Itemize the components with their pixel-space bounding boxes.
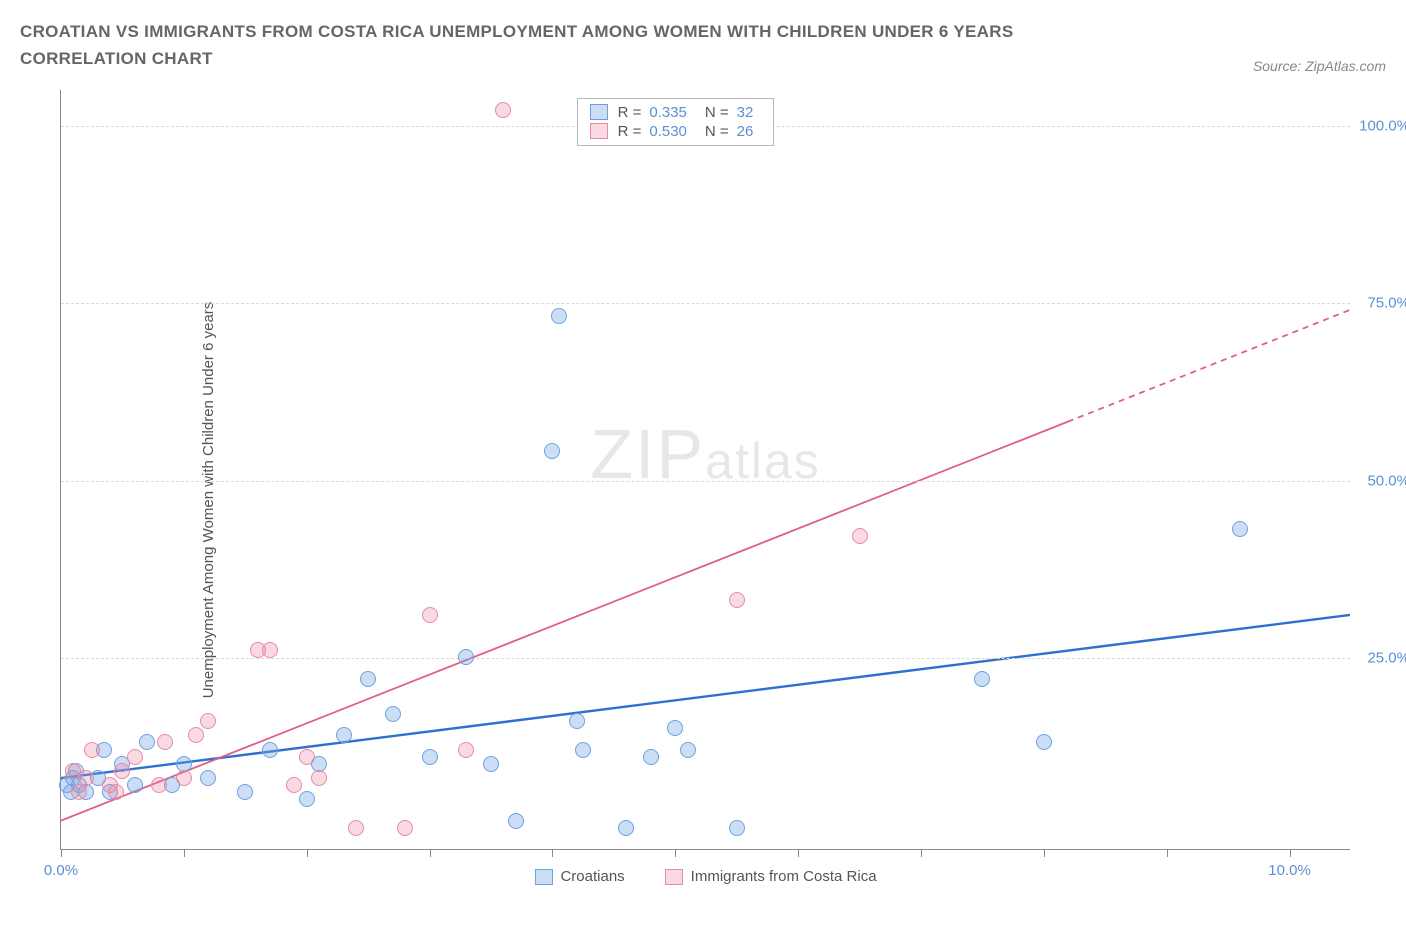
data-point <box>422 749 438 765</box>
data-point <box>643 749 659 765</box>
legend-r-key: R = <box>618 104 642 121</box>
chart-title: CROATIAN VS IMMIGRANTS FROM COSTA RICA U… <box>20 18 1120 72</box>
data-point <box>176 770 192 786</box>
data-point <box>336 727 352 743</box>
data-point <box>157 734 173 750</box>
legend-swatch <box>665 869 683 885</box>
data-point <box>151 777 167 793</box>
legend-r-value: 0.530 <box>649 123 687 140</box>
data-point <box>458 649 474 665</box>
legend-n-value: 32 <box>737 104 754 121</box>
data-point <box>348 820 364 836</box>
legend-item: Croatians <box>534 868 624 885</box>
x-tick <box>1044 849 1045 857</box>
data-point <box>974 671 990 687</box>
watermark: ZIPatlas <box>590 414 821 494</box>
data-point <box>385 706 401 722</box>
data-point <box>422 607 438 623</box>
data-point <box>139 734 155 750</box>
y-tick-label: 100.0% <box>1355 117 1406 134</box>
grid-line <box>61 658 1350 659</box>
data-point <box>84 742 100 758</box>
data-point <box>483 756 499 772</box>
trend-lines <box>61 90 1350 849</box>
data-point <box>108 784 124 800</box>
y-tick-label: 25.0% <box>1355 650 1406 667</box>
legend-label: Immigrants from Costa Rica <box>691 868 877 885</box>
legend-r-key: R = <box>618 123 642 140</box>
data-point <box>188 727 204 743</box>
data-point <box>299 749 315 765</box>
plot-area: ZIPatlas 25.0%50.0%75.0%100.0%0.0%10.0%R… <box>60 90 1350 850</box>
source-label: Source: ZipAtlas.com <box>1253 58 1386 74</box>
x-tick <box>184 849 185 857</box>
data-point <box>262 642 278 658</box>
data-point <box>458 742 474 758</box>
data-point <box>852 528 868 544</box>
data-point <box>569 713 585 729</box>
x-tick <box>675 849 676 857</box>
x-tick-label: 10.0% <box>1268 862 1311 879</box>
data-point <box>667 720 683 736</box>
x-tick <box>1290 849 1291 857</box>
data-point <box>1232 521 1248 537</box>
data-point <box>114 763 130 779</box>
data-point <box>127 749 143 765</box>
x-tick <box>552 849 553 857</box>
legend-item: Immigrants from Costa Rica <box>665 868 877 885</box>
data-point <box>544 443 560 459</box>
x-tick-label: 0.0% <box>44 862 78 879</box>
legend-n-value: 26 <box>737 123 754 140</box>
x-tick <box>798 849 799 857</box>
data-point <box>127 777 143 793</box>
data-point <box>299 791 315 807</box>
grid-line <box>61 481 1350 482</box>
data-point <box>200 713 216 729</box>
data-point <box>729 592 745 608</box>
data-point <box>262 742 278 758</box>
data-point <box>360 671 376 687</box>
data-point <box>71 784 87 800</box>
correlation-legend: R = 0.335 N = 32 R = 0.530 N = 26 <box>577 98 775 146</box>
x-tick <box>307 849 308 857</box>
data-point <box>237 784 253 800</box>
data-point <box>551 308 567 324</box>
data-point <box>78 770 94 786</box>
data-point <box>680 742 696 758</box>
x-tick <box>921 849 922 857</box>
data-point <box>575 742 591 758</box>
data-point <box>729 820 745 836</box>
series-legend: Croatians Immigrants from Costa Rica <box>534 868 876 885</box>
data-point <box>200 770 216 786</box>
chart-container: Unemployment Among Women with Children U… <box>0 80 1406 920</box>
legend-row: R = 0.335 N = 32 <box>578 103 774 122</box>
x-tick <box>1167 849 1168 857</box>
grid-line <box>61 303 1350 304</box>
data-point <box>311 770 327 786</box>
legend-label: Croatians <box>560 868 624 885</box>
data-point <box>618 820 634 836</box>
legend-n-key: N = <box>705 123 729 140</box>
y-tick-label: 50.0% <box>1355 472 1406 489</box>
legend-swatch <box>590 123 608 139</box>
y-tick-label: 75.0% <box>1355 295 1406 312</box>
x-tick <box>430 849 431 857</box>
legend-r-value: 0.335 <box>649 104 687 121</box>
data-point <box>286 777 302 793</box>
data-point <box>1036 734 1052 750</box>
legend-row: R = 0.530 N = 26 <box>578 122 774 141</box>
data-point <box>508 813 524 829</box>
legend-swatch <box>534 869 552 885</box>
data-point <box>397 820 413 836</box>
header: CROATIAN VS IMMIGRANTS FROM COSTA RICA U… <box>0 0 1406 74</box>
legend-swatch <box>590 104 608 120</box>
data-point <box>495 102 511 118</box>
legend-n-key: N = <box>705 104 729 121</box>
x-tick <box>61 849 62 857</box>
